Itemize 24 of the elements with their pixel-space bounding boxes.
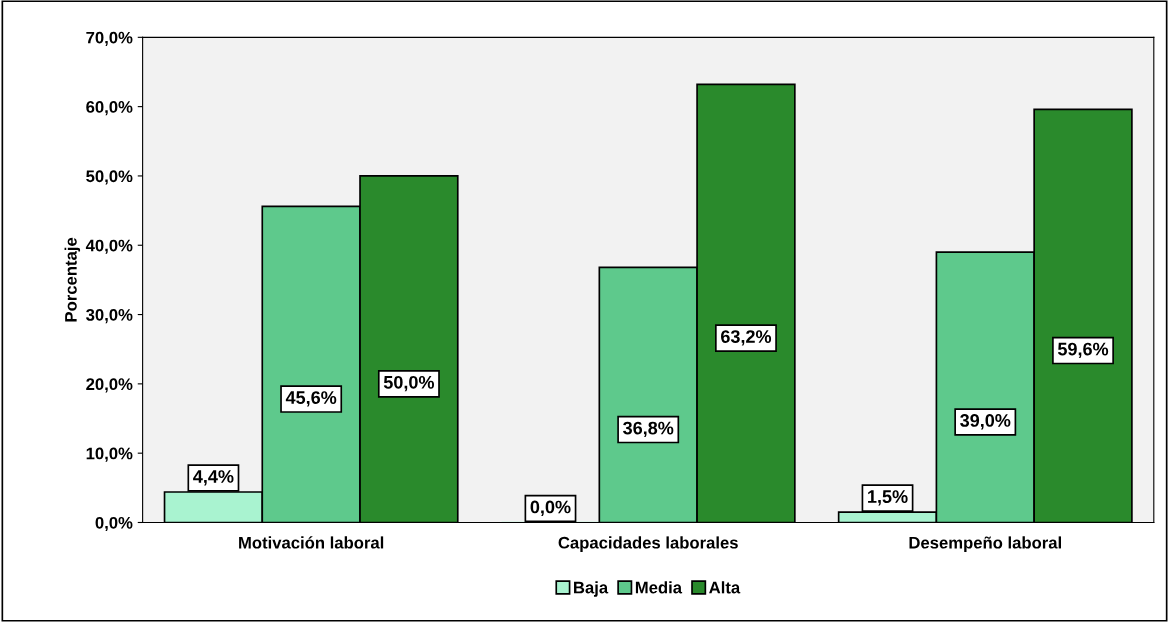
data-label: 50,0%	[383, 375, 435, 392]
data-label: 45,6%	[285, 391, 337, 407]
y-tick-label: 40,0%	[85, 239, 133, 254]
data-label: 39,0%	[960, 414, 1011, 430]
y-axis-title: Porcentaje	[64, 237, 81, 322]
data-label: 63,2%	[721, 330, 772, 346]
x-tick-label: Desempeño laboral	[909, 536, 1061, 552]
y-tick-label: 50,0%	[86, 170, 133, 185]
data-label: 4,4%	[193, 470, 234, 486]
y-tick-label: 0,0%	[95, 516, 133, 532]
y-tick-label: 20,0%	[86, 378, 133, 393]
legend-label: Media	[635, 581, 683, 594]
legend-label: Baja	[574, 581, 609, 597]
y-tick-label: 70,0%	[86, 31, 133, 46]
y-tick-label: 60,0%	[86, 101, 133, 116]
data-label: 1,5%	[868, 490, 908, 506]
x-tick-label: Capacidades laborales	[558, 536, 738, 552]
x-tick-label: Motivación laboral	[239, 536, 384, 549]
y-tick-label: 30,0%	[86, 308, 133, 324]
legend-label: Alta	[709, 581, 741, 594]
data-label: 0,0%	[530, 500, 571, 516]
data-label: 59,6%	[1057, 342, 1109, 359]
y-tick-label: 10,0%	[86, 447, 133, 462]
data-label: 36,8%	[623, 421, 674, 438]
